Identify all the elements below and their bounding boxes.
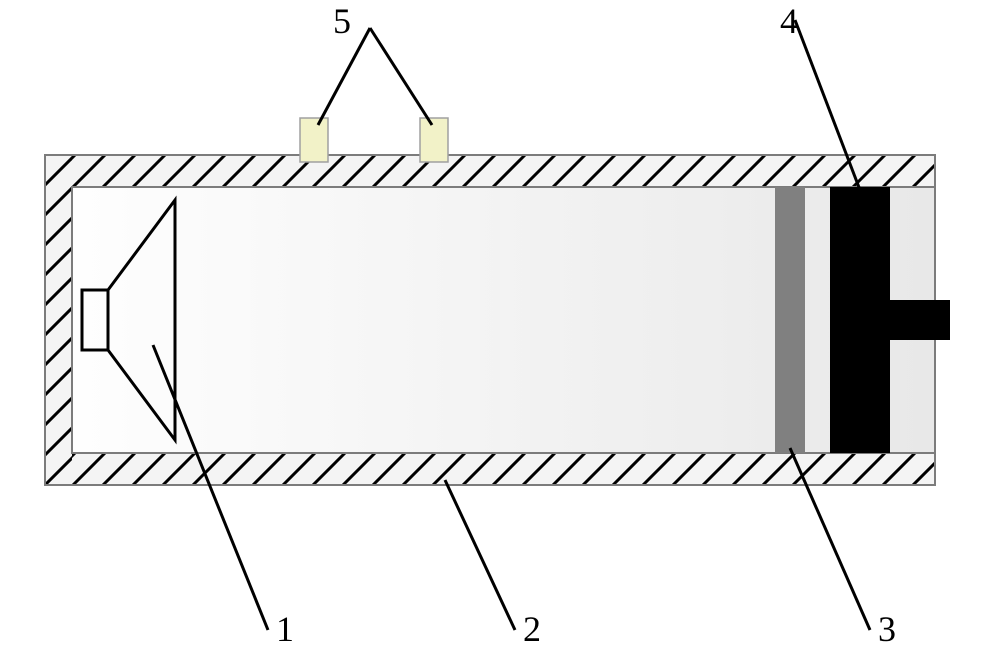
label-5: 5 (333, 0, 351, 42)
label-1: 1 (276, 608, 294, 650)
label-4: 4 (780, 0, 798, 42)
label-3: 3 (878, 608, 896, 650)
diagram-canvas (0, 0, 1000, 668)
label-2: 2 (523, 608, 541, 650)
